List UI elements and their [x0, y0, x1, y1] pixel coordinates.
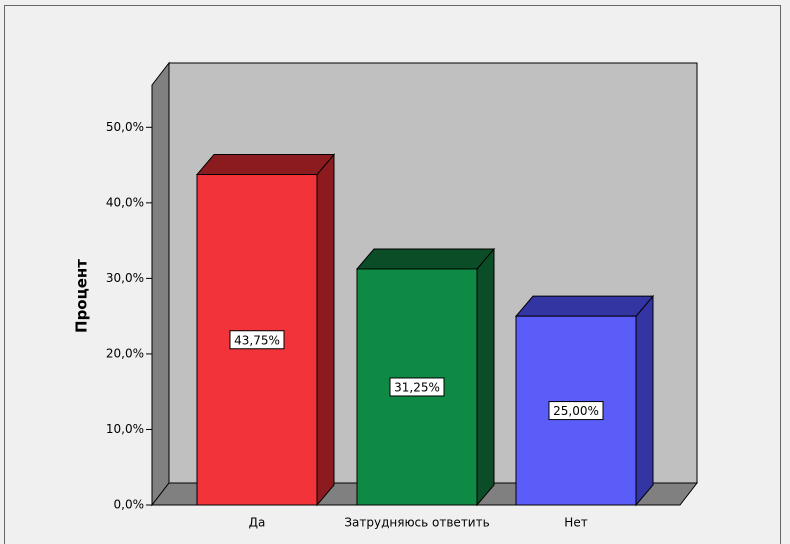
y-axis-label: Процент	[73, 259, 91, 333]
y-tick-label: 50,0%	[106, 120, 144, 134]
bar-top	[195, 154, 336, 176]
y-tick-label: 40,0%	[106, 195, 144, 209]
value-label: 31,25%	[394, 380, 440, 394]
value-label-box	[229, 330, 285, 350]
bar-top	[514, 295, 655, 317]
x-tick-label: Затрудняюсь ответить	[344, 516, 489, 530]
bar-side	[635, 294, 654, 507]
y-tick-label: 0,0%	[114, 498, 145, 512]
x-tick-label: Нет	[564, 516, 587, 530]
bar-top	[355, 248, 496, 270]
bar-side	[476, 247, 495, 507]
bar-side	[316, 153, 335, 507]
y-tick-label: 30,0%	[106, 271, 144, 285]
x-tick-label: Да	[249, 516, 266, 530]
left-wall	[151, 61, 170, 507]
y-tick-label: 20,0%	[106, 346, 144, 360]
value-label-box	[548, 401, 604, 421]
value-label: 43,75%	[234, 333, 280, 347]
y-tick-label: 10,0%	[106, 422, 144, 436]
value-label-box	[389, 377, 445, 397]
value-label: 25,00%	[553, 404, 599, 418]
